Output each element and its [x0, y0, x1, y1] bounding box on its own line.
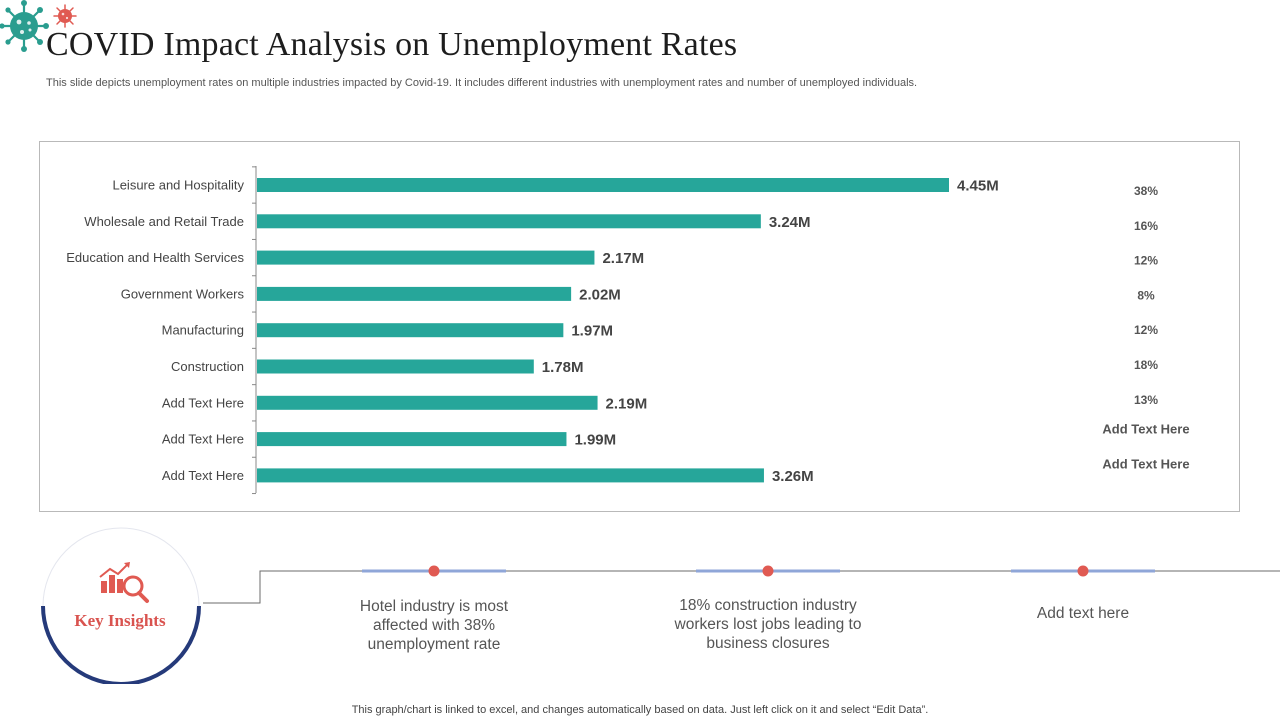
key-insights-circle	[41, 527, 201, 684]
chart-container[interactable]: Leisure and Hospitality 4.45M 38% Wholesale…	[39, 141, 1240, 512]
bar-value-label: 2.02M	[579, 286, 621, 303]
category-label: Education and Health Services	[66, 250, 244, 265]
category-label: Add Text Here	[162, 432, 244, 447]
bar[interactable]	[257, 395, 598, 410]
category-label: Add Text Here	[162, 468, 244, 483]
rate-label: 8%	[1137, 288, 1155, 302]
insights-connector	[203, 565, 1280, 604]
rate-label: 12%	[1134, 323, 1158, 337]
bar[interactable]	[257, 323, 564, 338]
bar[interactable]	[257, 250, 595, 265]
insight-text-3: Add text here	[1036, 605, 1130, 622]
rate-label: 13%	[1134, 393, 1158, 407]
footer-note: This graph/chart is linked to excel, and…	[351, 704, 929, 716]
bar[interactable]	[257, 214, 761, 229]
category-label: Construction	[171, 359, 244, 374]
bar-value-label: 3.26M	[772, 468, 814, 485]
bar-chart[interactable]: Leisure and Hospitality 4.45M 38% Wholesale…	[40, 142, 1241, 513]
bar-value-label: 2.17M	[602, 250, 644, 267]
category-label: Wholesale and Retail Trade	[84, 214, 244, 229]
category-label: Manufacturing	[162, 323, 244, 338]
page-title: COVID Impact Analysis on Unemployment Ra…	[46, 26, 738, 63]
bar-value-label: 2.19M	[606, 395, 648, 412]
bar-value-label: 3.24M	[769, 214, 811, 231]
bar-value-label: 4.45M	[957, 178, 999, 195]
rate-label: 12%	[1134, 254, 1158, 268]
bar[interactable]	[257, 178, 949, 192]
bar[interactable]	[257, 286, 572, 301]
insight-marker-dot-1	[428, 565, 440, 577]
bar-value-label: 1.78M	[542, 359, 584, 376]
category-label: Add Text Here	[162, 395, 244, 410]
bar[interactable]	[257, 359, 534, 374]
insight-marker-dot-3	[1077, 565, 1089, 577]
bar[interactable]	[257, 468, 764, 483]
category-label: Leisure and Hospitality	[112, 178, 244, 193]
rate-label: 18%	[1134, 358, 1158, 372]
rate-label: 16%	[1134, 219, 1158, 233]
bar[interactable]	[257, 432, 567, 447]
page-subtitle: This slide depicts unemployment rates on…	[46, 77, 918, 89]
virus-icon-small	[53, 4, 77, 28]
bar-value-label: 1.99M	[574, 432, 616, 449]
category-label: Government Workers	[121, 286, 245, 301]
insight-marker-dot-2	[762, 565, 774, 577]
virus-icon-large	[0, 0, 49, 52]
rate-label: Add Text Here	[1102, 456, 1189, 471]
insight-text-2: 18% construction industry workers lost j…	[674, 597, 862, 652]
rate-label: 38%	[1134, 184, 1158, 198]
insight-text-1: Hotel industry is most affected with 38%…	[359, 598, 509, 653]
bar-value-label: 1.97M	[571, 323, 613, 340]
analytics-icon	[99, 562, 149, 603]
key-insights-label: Key Insights	[74, 611, 166, 630]
rate-label: Add Text Here	[1102, 422, 1189, 437]
